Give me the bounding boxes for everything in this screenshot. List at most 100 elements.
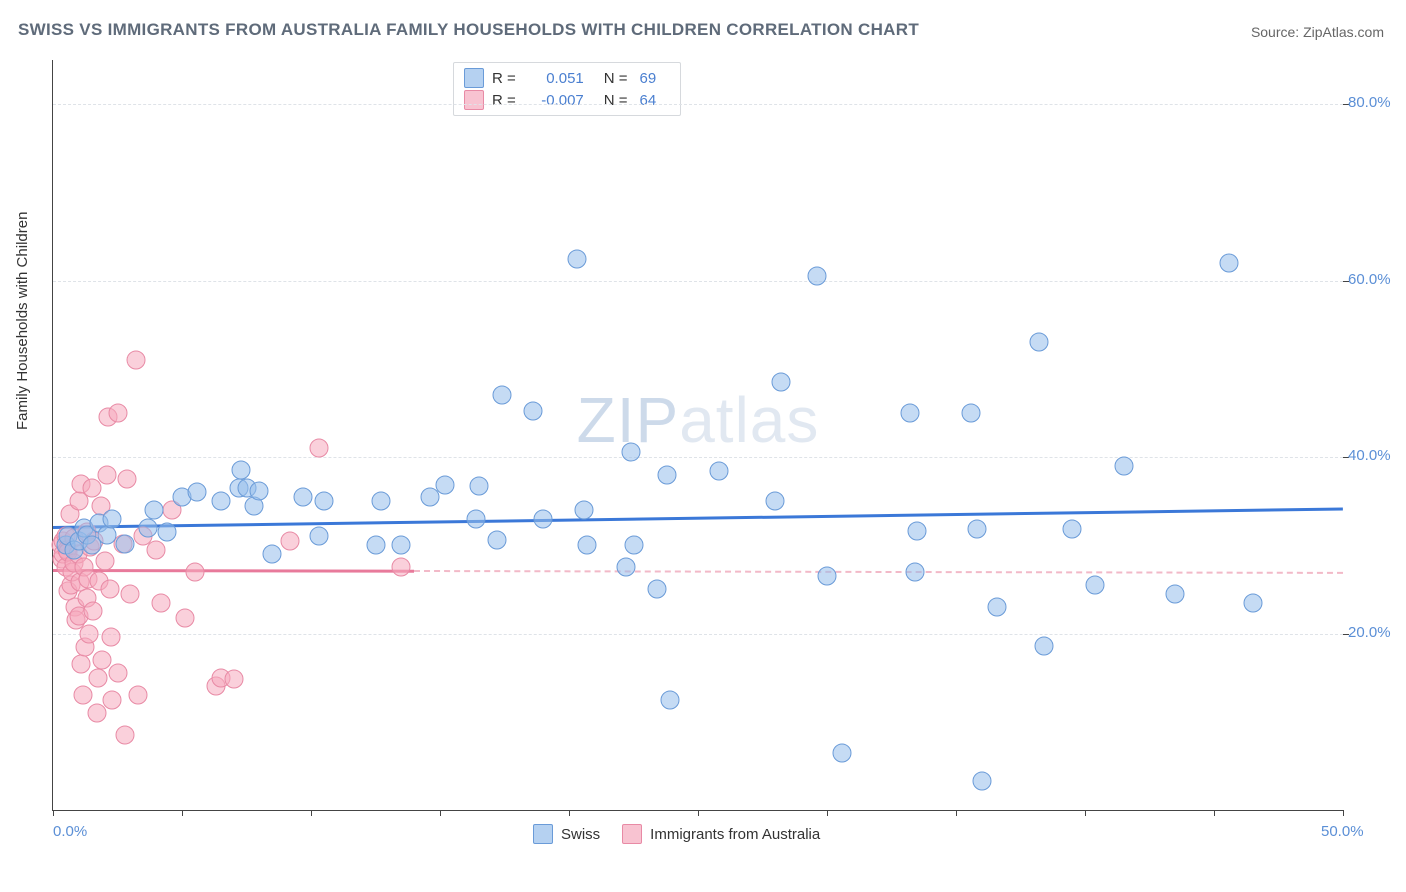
legend-series-label: Swiss (561, 826, 600, 843)
data-point-swiss (139, 518, 158, 537)
data-point-swiss (309, 527, 328, 546)
data-point-australia (224, 670, 243, 689)
data-point-swiss (263, 545, 282, 564)
data-point-swiss (1034, 636, 1053, 655)
x-tick (1343, 810, 1344, 816)
data-point-swiss (144, 501, 163, 520)
data-point-swiss (833, 743, 852, 762)
x-tick (1214, 810, 1215, 816)
data-point-swiss (647, 580, 666, 599)
x-tick (698, 810, 699, 816)
data-point-swiss (900, 403, 919, 422)
data-point-australia (87, 703, 106, 722)
data-point-swiss (771, 373, 790, 392)
data-point-swiss (116, 534, 135, 553)
x-tick (53, 810, 54, 816)
data-point-swiss (616, 558, 635, 577)
data-point-swiss (575, 501, 594, 520)
source-link[interactable]: ZipAtlas.com (1303, 24, 1384, 40)
data-point-swiss (436, 476, 455, 495)
data-point-australia (309, 439, 328, 458)
data-point-australia (93, 651, 112, 670)
data-point-swiss (807, 267, 826, 286)
data-point-swiss (962, 403, 981, 422)
data-point-swiss (660, 690, 679, 709)
data-point-swiss (469, 477, 488, 496)
data-point-swiss (1086, 576, 1105, 595)
data-point-swiss (621, 442, 640, 461)
legend-correlation: R =0.051N =69R =-0.007N =64 (453, 62, 681, 116)
legend-series-item: Immigrants from Australia (622, 824, 820, 844)
data-point-australia (83, 602, 102, 621)
data-point-swiss (766, 492, 785, 511)
data-point-australia (129, 686, 148, 705)
y-tick-label: 60.0% (1348, 271, 1403, 288)
gridline (53, 457, 1343, 458)
x-tick (440, 810, 441, 816)
data-point-australia (126, 351, 145, 370)
data-point-australia (152, 593, 171, 612)
gridline (53, 104, 1343, 105)
data-point-australia (103, 690, 122, 709)
y-axis-label: Family Households with Children (14, 212, 31, 430)
data-point-australia (108, 403, 127, 422)
y-tick-label: 40.0% (1348, 447, 1403, 464)
data-point-swiss (1063, 520, 1082, 539)
data-point-australia (95, 552, 114, 571)
data-point-australia (102, 628, 121, 647)
source-label: Source: (1251, 24, 1299, 40)
data-point-australia (117, 470, 136, 489)
data-point-swiss (1029, 333, 1048, 352)
data-point-swiss (624, 536, 643, 555)
gridline (53, 634, 1343, 635)
data-point-australia (185, 562, 204, 581)
legend-r-value: -0.007 (528, 92, 584, 109)
data-point-swiss (972, 771, 991, 790)
legend-swatch (464, 68, 484, 88)
data-point-swiss (157, 523, 176, 542)
x-tick (311, 810, 312, 816)
legend-n-value: 64 (640, 92, 670, 109)
data-point-australia (72, 655, 91, 674)
data-point-australia (82, 478, 101, 497)
x-tick (569, 810, 570, 816)
data-point-australia (108, 664, 127, 683)
data-point-australia (89, 668, 108, 687)
data-point-swiss (1220, 253, 1239, 272)
legend-r-value: 0.051 (528, 70, 584, 87)
x-tick-label: 0.0% (53, 823, 87, 840)
data-point-swiss (103, 509, 122, 528)
data-point-swiss (523, 402, 542, 421)
data-point-swiss (709, 462, 728, 481)
legend-swatch (464, 90, 484, 110)
data-point-swiss (314, 492, 333, 511)
data-point-swiss (658, 465, 677, 484)
legend-r-label: R = (492, 92, 516, 109)
data-point-swiss (1114, 456, 1133, 475)
x-tick (182, 810, 183, 816)
legend-swatch (622, 824, 642, 844)
scatter-plot: ZIPatlas R =0.051N =69R =-0.007N =64 Swi… (52, 60, 1343, 811)
legend-n-label: N = (604, 70, 628, 87)
legend-n-label: N = (604, 92, 628, 109)
gridline (53, 281, 1343, 282)
data-point-swiss (392, 536, 411, 555)
data-point-swiss (467, 509, 486, 528)
x-tick (827, 810, 828, 816)
y-tick-label: 80.0% (1348, 94, 1403, 111)
watermark: ZIPatlas (577, 383, 820, 457)
trend-line-extrapolated (414, 570, 1343, 574)
data-point-swiss (818, 567, 837, 586)
data-point-swiss (371, 492, 390, 511)
data-point-swiss (211, 492, 230, 511)
data-point-australia (281, 531, 300, 550)
data-point-swiss (988, 598, 1007, 617)
data-point-australia (116, 726, 135, 745)
data-point-swiss (294, 487, 313, 506)
data-point-australia (80, 624, 99, 643)
legend-series-label: Immigrants from Australia (650, 826, 820, 843)
data-point-swiss (487, 531, 506, 550)
x-tick (1085, 810, 1086, 816)
chart-title: SWISS VS IMMIGRANTS FROM AUSTRALIA FAMIL… (18, 20, 919, 40)
data-point-swiss (905, 562, 924, 581)
